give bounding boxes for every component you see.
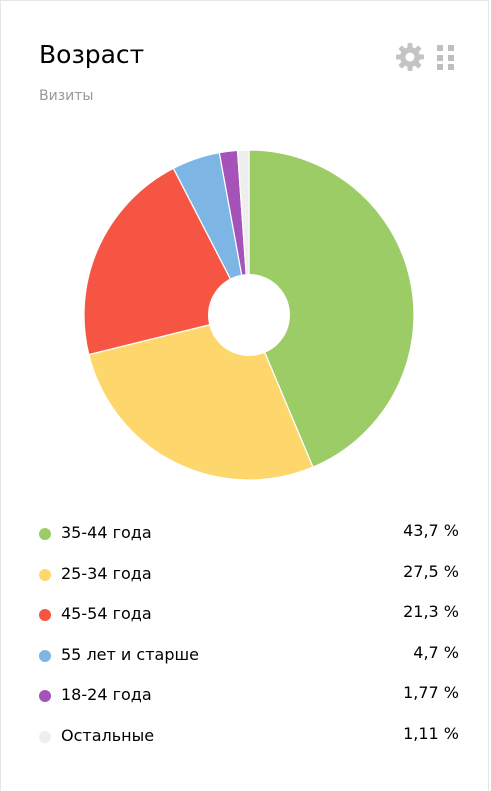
- legend-label: Остальные: [61, 725, 155, 745]
- legend-label: 55 лет и старше: [61, 644, 199, 664]
- chart-legend: 35-44 года 43,7 % 25-34 года 27,5 % 45-54 го…: [39, 511, 459, 754]
- legend-label: 35-44 года: [61, 523, 152, 542]
- legend-label: 45-54 года: [61, 604, 152, 623]
- pie-chart: [83, 149, 415, 481]
- legend-label: 18-24 года: [61, 685, 152, 704]
- legend-label: 25-34 года: [61, 563, 152, 583]
- legend-item[interactable]: 55 лет и старше 4,7 %: [39, 633, 459, 674]
- pie-slice[interactable]: [248, 149, 415, 468]
- gear-icon[interactable]: [395, 42, 425, 72]
- legend-value: 43,7 %: [403, 521, 459, 540]
- legend-color-dot: [39, 649, 51, 662]
- grip-icon[interactable]: [437, 45, 455, 70]
- donut-hole: [208, 274, 290, 356]
- pie-slice[interactable]: [236, 149, 250, 316]
- legend-item[interactable]: Остальные 1,11 %: [39, 714, 459, 755]
- widget-subtitle: Визиты: [39, 88, 94, 104]
- legend-item[interactable]: 35-44 года 43,7 %: [39, 511, 459, 552]
- widget-title: Возраст: [39, 40, 145, 69]
- legend-item[interactable]: 18-24 года 1,77 %: [39, 673, 459, 714]
- legend-item[interactable]: 25-34 года 27,5 %: [39, 552, 459, 593]
- legend-value: 1,77 %: [403, 683, 459, 702]
- legend-color-dot: [39, 690, 51, 702]
- legend-item[interactable]: 45-54 года 21,3 %: [39, 592, 459, 633]
- legend-value: 4,7 %: [413, 642, 459, 662]
- legend-color-dot: [39, 568, 51, 581]
- legend-color-dot: [39, 609, 51, 621]
- legend-value: 27,5 %: [403, 561, 459, 581]
- legend-value: 1,11 %: [403, 723, 459, 743]
- legend-value: 21,3 %: [403, 602, 459, 621]
- pie-slice[interactable]: [88, 314, 314, 481]
- pie-slice[interactable]: [83, 167, 250, 356]
- legend-color-dot: [39, 528, 51, 540]
- legend-color-dot: [39, 730, 51, 743]
